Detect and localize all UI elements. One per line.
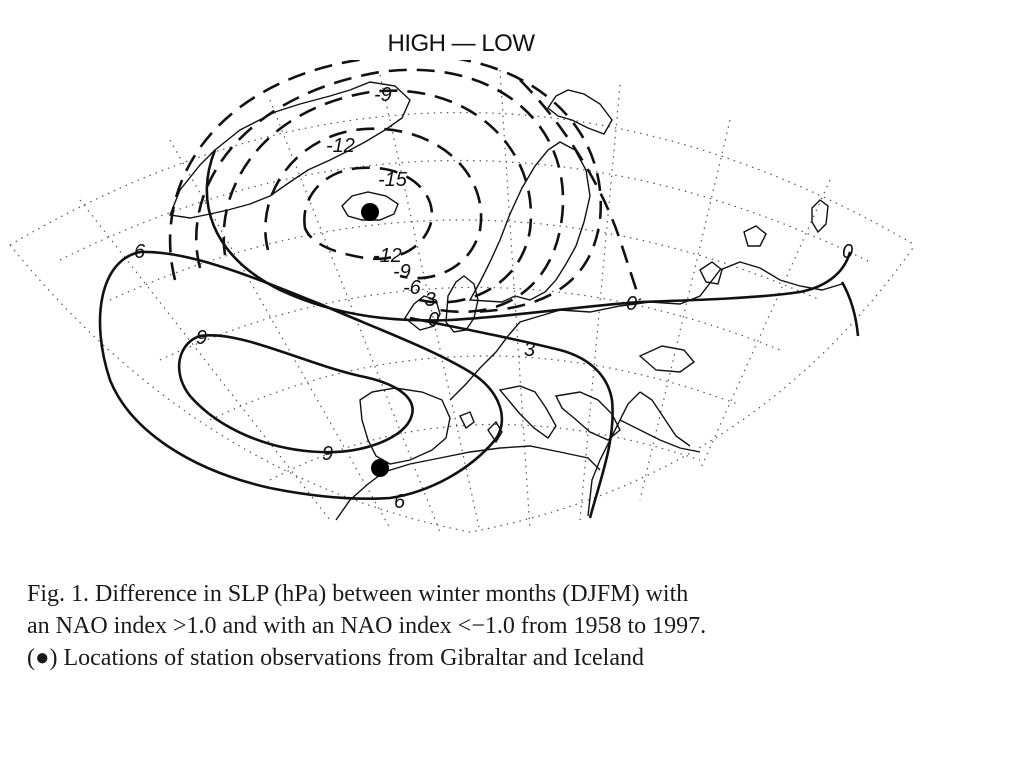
positive-contours [98, 149, 860, 519]
contour-pos9 [177, 333, 414, 454]
label-pos9-north: 9 [196, 327, 207, 349]
label-zero-east: 0 [842, 241, 853, 263]
label-neg9: -9 [374, 84, 392, 106]
label-neg6: -6 [403, 277, 422, 299]
coastlines [169, 81, 843, 521]
label-neg3: -3 [418, 289, 436, 311]
label-neg9-low: -9 [393, 261, 411, 283]
contour-labels: -9 -12 -15 -12 -9 -6 -3 0 0 0 3 6 6 9 9 [134, 84, 853, 513]
graticule [9, 69, 916, 533]
label-pos9-south: 9 [322, 443, 333, 465]
contour-neg15 [303, 166, 434, 261]
label-pos3: 3 [524, 339, 535, 361]
label-pos6-south: 6 [394, 491, 406, 513]
label-neg15: -15 [378, 169, 408, 191]
contour-neg6 [195, 68, 565, 314]
contour-zero [205, 149, 852, 322]
contour-zero-tail [840, 281, 860, 337]
contour-pos3 [409, 316, 614, 519]
label-neg12-low: -12 [373, 245, 402, 267]
caption-line-3: (●) Locations of station observations fr… [27, 645, 644, 671]
contour-neg9 [222, 89, 533, 304]
label-zero-west: 0 [428, 309, 439, 331]
map-title: HIGH — LOW [387, 30, 535, 57]
negative-contours [168, 60, 642, 314]
label-neg12-top: -12 [326, 135, 355, 157]
slp-difference-map: -9 -12 -15 -12 -9 -6 -3 0 0 0 3 6 6 9 9 [9, 60, 916, 533]
station-marker-iceland [361, 203, 379, 221]
figure-caption: Fig. 1. Difference in SLP (hPa) between … [27, 578, 887, 674]
contour-neg12 [264, 127, 483, 280]
contour-neg-east [519, 79, 642, 301]
caption-line-2: an NAO index >1.0 and with an NAO index … [27, 613, 707, 639]
caption-line-1: Fig. 1. Difference in SLP (hPa) between … [27, 581, 689, 607]
contour-pos6 [98, 250, 504, 500]
station-marker-gibraltar [371, 459, 389, 477]
label-zero-mid: 0 [626, 293, 637, 315]
label-pos6-north: 6 [134, 241, 146, 263]
